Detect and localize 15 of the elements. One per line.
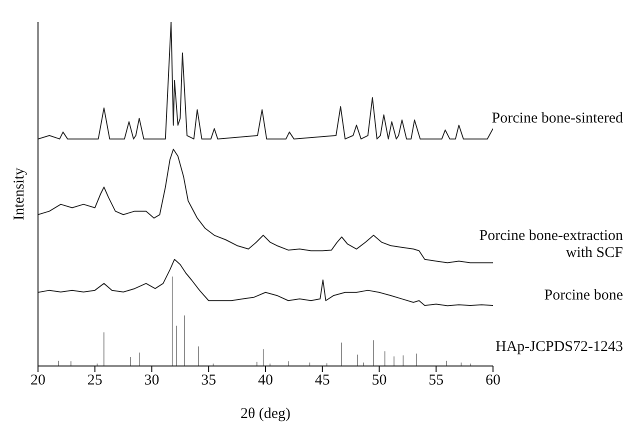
x-tick-label: 35 bbox=[201, 372, 216, 389]
x-tick-label: 25 bbox=[87, 372, 102, 389]
x-tick-label: 45 bbox=[314, 372, 330, 389]
series-label: HAp-JCPDS72-1243 bbox=[495, 338, 623, 356]
x-tick-label: 40 bbox=[258, 372, 273, 389]
x-tick-label: 20 bbox=[30, 372, 46, 389]
x-tick-label: 60 bbox=[486, 372, 500, 389]
x-tick-label: 30 bbox=[144, 372, 160, 389]
series-label: Porcine bone-sintered bbox=[492, 110, 624, 127]
y-axis-title: Intensity bbox=[11, 167, 28, 220]
x-axis-title: 2θ (deg) bbox=[240, 406, 291, 422]
series-label: Porcine bone-extraction with SCF bbox=[479, 228, 624, 261]
x-tick-label: 50 bbox=[372, 372, 387, 389]
x-tick-label: 55 bbox=[428, 372, 444, 389]
text: Porcine bone bbox=[544, 287, 624, 304]
